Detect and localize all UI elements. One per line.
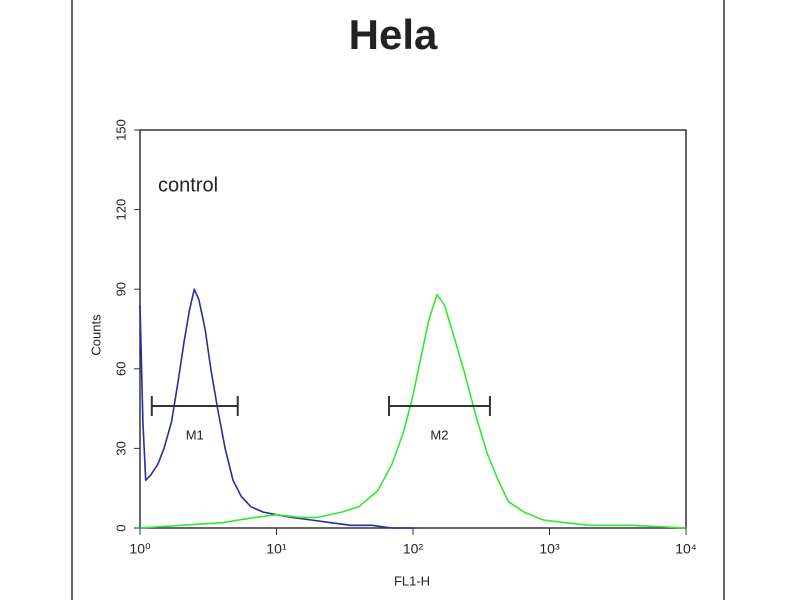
x-tick-label: 10³: [539, 541, 560, 557]
y-tick-label: 150: [113, 119, 128, 141]
x-tick-label: 10⁰: [129, 541, 151, 557]
series-line: [139, 288, 413, 529]
annotation: control: [158, 174, 218, 196]
x-axis-label: FL1-H: [394, 573, 430, 588]
y-tick-label: 30: [113, 441, 128, 455]
x-tick-label: 10²: [403, 541, 424, 557]
y-tick-label: 90: [113, 282, 128, 296]
y-tick-label: 0: [113, 524, 128, 531]
x-tick-label: 10¹: [266, 541, 287, 557]
y-tick-label: 60: [113, 362, 128, 376]
y-axis-label: Counts: [88, 314, 103, 356]
chart-title: Hela: [349, 11, 438, 58]
marker-label: M2: [430, 427, 448, 442]
series-line: [139, 293, 687, 529]
y-tick-label: 120: [113, 199, 128, 221]
plot-area: [139, 129, 687, 529]
marker-label: M1: [186, 427, 204, 442]
x-tick-label: 10⁴: [675, 541, 697, 557]
